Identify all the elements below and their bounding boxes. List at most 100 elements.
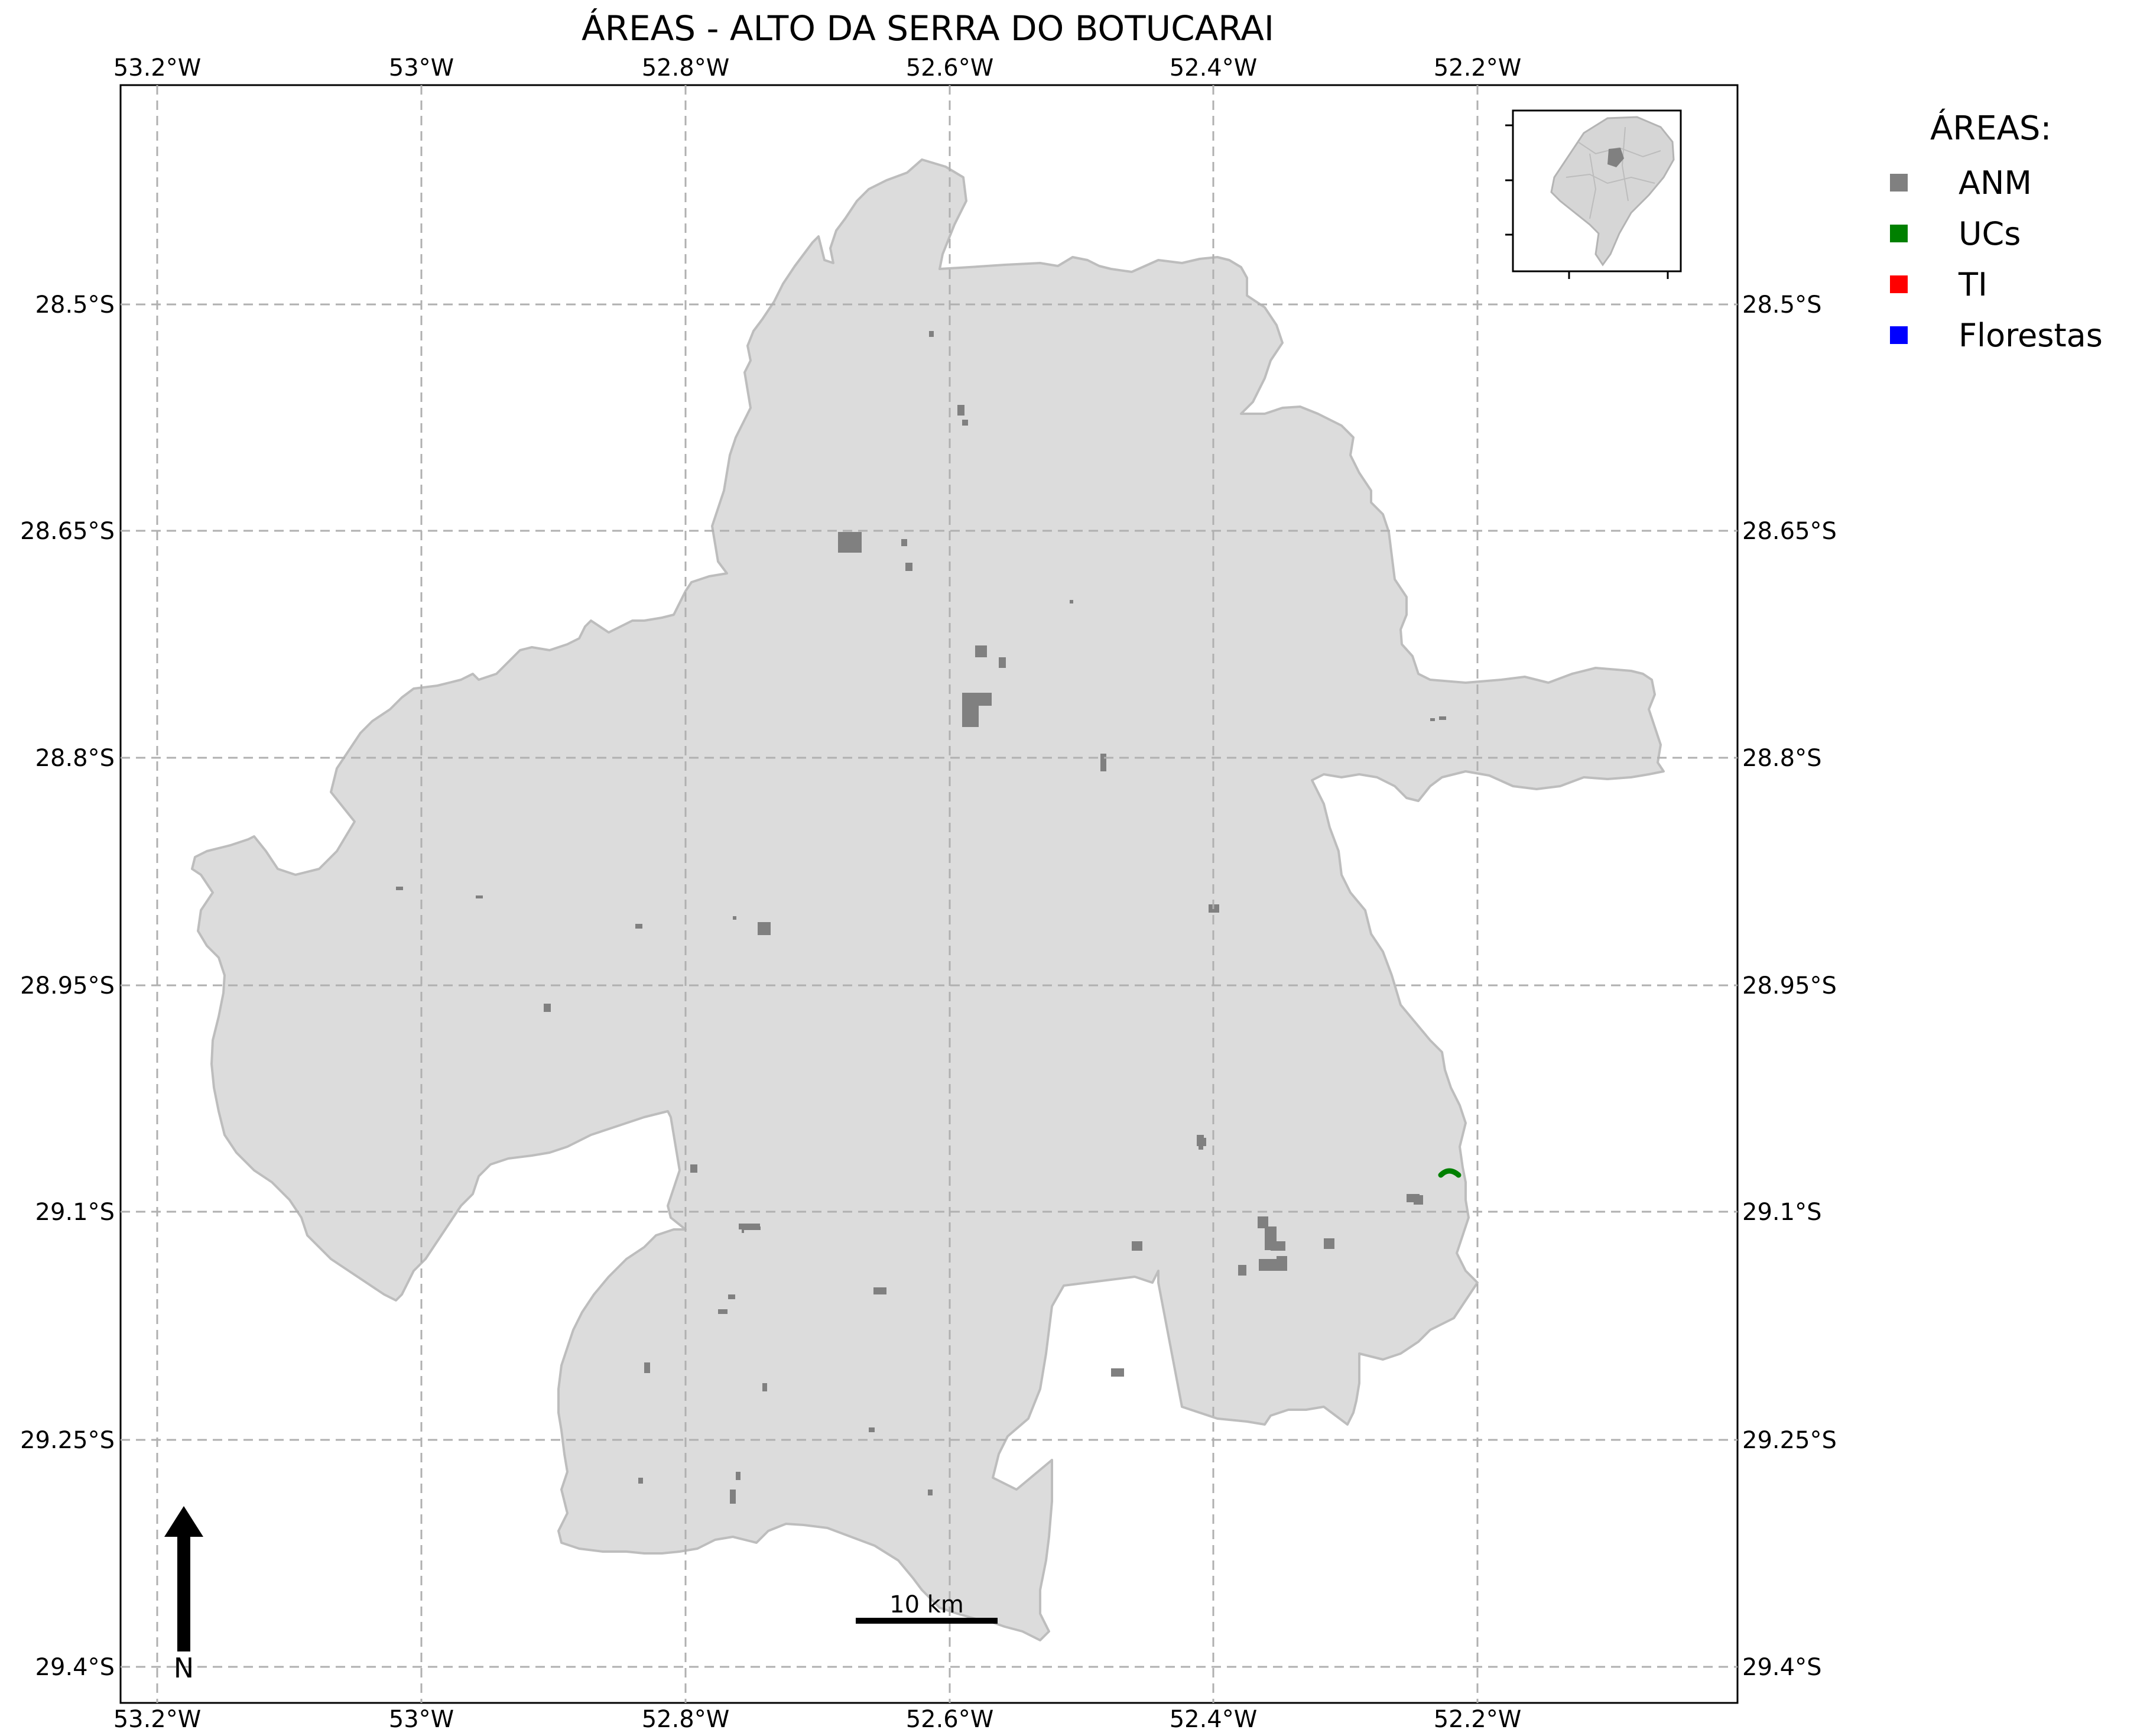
anm-patch	[1439, 716, 1446, 720]
anm-patch	[396, 887, 403, 890]
lat-tick-label: 28.65°S	[1742, 518, 1837, 545]
north-arrow-label: N	[174, 1652, 194, 1684]
north-arrow-icon	[164, 1506, 203, 1537]
legend-title: ÁREAS:	[1930, 109, 2052, 148]
lat-tick-label: 29.1°S	[1742, 1199, 1821, 1226]
lon-tick-label: 52.8°W	[642, 1706, 730, 1733]
anm-patch	[1414, 1195, 1423, 1205]
scale-bar-line	[856, 1618, 998, 1624]
anm-patch	[1238, 1265, 1246, 1276]
graticule	[121, 85, 1737, 1703]
legend-label: Florestas	[1959, 316, 2103, 354]
anm-patch	[1430, 718, 1435, 721]
lon-tick-label: 52.8°W	[642, 54, 730, 82]
anm-patch	[873, 1287, 886, 1294]
legend-item-florestas: Florestas	[1879, 310, 2133, 361]
anm-patch	[1199, 1144, 1203, 1150]
anm-patch	[962, 420, 968, 426]
lat-tick-label: 28.95°S	[20, 972, 115, 1000]
lon-tick-label: 53.2°W	[113, 1706, 202, 1733]
anm-patch	[905, 563, 912, 571]
lat-tick-label: 28.8°S	[1742, 745, 1821, 772]
lat-tick-label: 29.4°S	[35, 1654, 115, 1681]
scale-bar: 10 km	[856, 1591, 998, 1624]
anm-patch	[1070, 600, 1073, 603]
lat-tick-label: 29.25°S	[1742, 1427, 1837, 1454]
anm-patch	[1277, 1256, 1287, 1271]
lat-tick-label: 29.25°S	[20, 1427, 115, 1454]
anm-patch	[1324, 1238, 1334, 1249]
lat-tick-label: 28.5°S	[1742, 291, 1821, 319]
anm-patch	[975, 645, 987, 657]
anm-patch	[962, 693, 992, 706]
anm-patch	[957, 405, 964, 416]
anm-patch	[1197, 1135, 1204, 1146]
uc-patch	[1438, 1168, 1462, 1178]
anm-patch	[1259, 1259, 1277, 1271]
anm-patch	[728, 1294, 735, 1299]
legend-item-anm: ANM	[1879, 157, 2133, 208]
lon-tick-label: 53°W	[389, 1706, 454, 1733]
rio-grande-do-sul-locator-map	[1550, 116, 1675, 267]
anm-patch	[869, 1427, 875, 1432]
lat-tick-label: 28.8°S	[35, 745, 115, 772]
anm-patch	[690, 1164, 697, 1173]
anm-patch	[1100, 754, 1106, 771]
lon-tick-label: 52.4°W	[1170, 1706, 1258, 1733]
north-arrow-shaft	[177, 1536, 190, 1651]
anm-patch	[929, 331, 934, 337]
anm-patch	[638, 1478, 643, 1484]
legend-swatch-anm	[1890, 174, 1908, 192]
lon-tick-label: 52.2°W	[1434, 54, 1522, 82]
anm-patch	[1258, 1216, 1268, 1228]
lon-tick-label: 52.6°W	[906, 1706, 994, 1733]
anm-patches	[396, 331, 1446, 1504]
region-polygon	[191, 158, 1665, 1641]
anm-patch	[736, 1472, 741, 1480]
lon-tick-label: 52.4°W	[1170, 54, 1258, 82]
anm-patch	[544, 1004, 551, 1012]
anm-patch	[999, 657, 1006, 668]
inset-highlight	[1607, 148, 1624, 167]
anm-patch	[644, 1362, 650, 1373]
anm-patch	[928, 1490, 933, 1495]
anm-patch	[758, 922, 771, 935]
legend-label: ANM	[1959, 164, 2032, 202]
anm-patch	[1111, 1368, 1124, 1377]
legend-label: UCs	[1959, 215, 2021, 252]
legend-swatch-ti	[1890, 275, 1908, 293]
lat-tick-label: 28.95°S	[1742, 972, 1837, 1000]
anm-patch	[901, 539, 907, 546]
map-title: ÁREAS - ALTO DA SERRA DO BOTUCARAI	[582, 8, 1274, 48]
legend-swatch-ucs	[1890, 225, 1908, 242]
legend: ÁREAS: ANM UCs TI Florestas	[1879, 109, 2133, 361]
anm-patch	[962, 703, 979, 727]
lon-tick-label: 53°W	[389, 54, 454, 82]
anm-patch	[718, 1309, 728, 1314]
lon-tick-label: 52.6°W	[906, 54, 994, 82]
lat-tick-label: 28.5°S	[35, 291, 115, 319]
anm-patch	[476, 895, 483, 898]
anm-patch	[730, 1490, 736, 1504]
anm-patch	[742, 1224, 744, 1233]
lon-tick-label: 53.2°W	[113, 54, 202, 82]
anm-patch	[742, 1226, 761, 1230]
lon-labels-bottom: 53.2°W 53°W 52.8°W 52.6°W 52.4°W 52.2°W	[113, 1706, 1522, 1733]
lat-tick-label: 29.4°S	[1742, 1654, 1821, 1681]
anm-patch	[1132, 1241, 1142, 1251]
legend-label: TI	[1959, 265, 1987, 303]
legend-swatch-florestas	[1890, 326, 1908, 344]
anm-patch	[733, 916, 736, 920]
lat-labels-left: 28.5°S 28.65°S 28.8°S 28.95°S 29.1°S 29.…	[20, 291, 115, 1681]
lon-tick-label: 52.2°W	[1434, 1706, 1522, 1733]
anm-patch	[635, 924, 642, 929]
anm-patch	[762, 1383, 767, 1391]
legend-item-ti: TI	[1879, 259, 2133, 310]
legend-item-ucs: UCs	[1879, 208, 2133, 259]
lat-tick-label: 28.65°S	[20, 518, 115, 545]
lat-tick-label: 29.1°S	[35, 1199, 115, 1226]
lat-labels-right: 28.5°S 28.65°S 28.8°S 28.95°S 29.1°S 29.…	[1742, 291, 1837, 1681]
north-arrow: N	[164, 1506, 203, 1684]
lon-labels-top: 53.2°W 53°W 52.8°W 52.6°W 52.4°W 52.2°W	[113, 54, 1522, 82]
